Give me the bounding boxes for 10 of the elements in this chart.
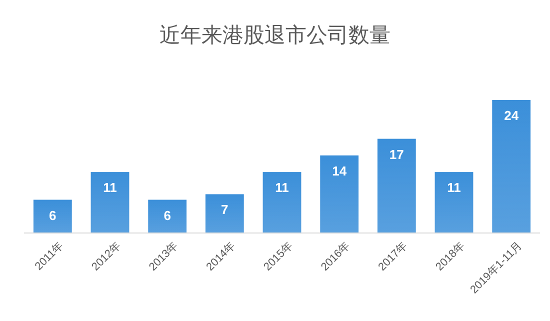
title: 近年来港股退市公司数量: [160, 24, 390, 47]
data-label: 6: [164, 208, 171, 223]
data-label: 11: [447, 180, 461, 196]
data-label: 7: [221, 202, 228, 218]
data-label: 17: [389, 146, 404, 162]
data-label: 14: [332, 163, 348, 178]
data-label: 11: [275, 180, 289, 196]
data-label: 11: [103, 180, 117, 196]
data-label: 6: [49, 208, 56, 223]
data-label: 24: [504, 108, 520, 123]
